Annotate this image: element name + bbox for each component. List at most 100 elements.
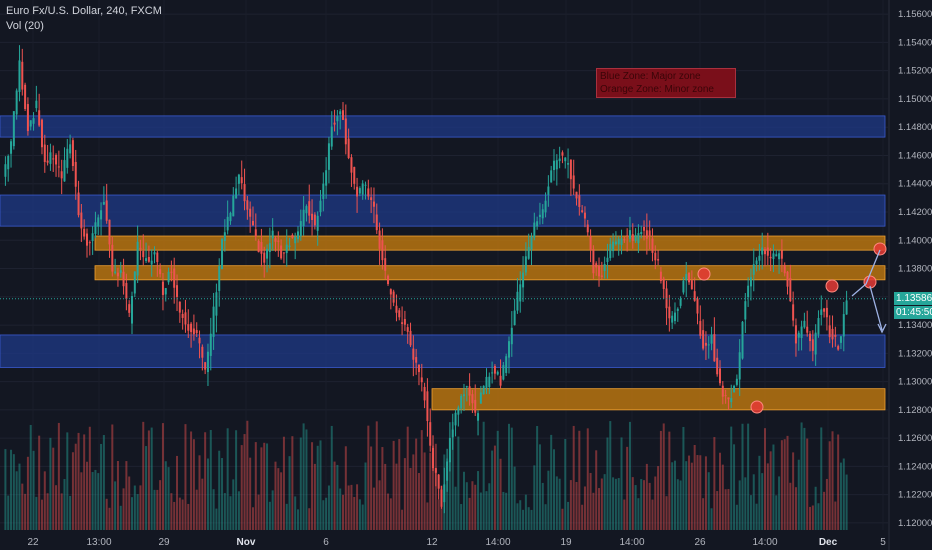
- volume-bar: [423, 452, 426, 530]
- volume-bar: [198, 455, 201, 530]
- volume-bar: [614, 478, 617, 530]
- volume-bar: [60, 493, 63, 530]
- volume-bar: [628, 421, 631, 530]
- candle-body: [482, 385, 485, 395]
- candle-body: [437, 474, 440, 489]
- candle-body: [617, 238, 620, 245]
- candle-body: [71, 140, 74, 166]
- volume-indicator-label[interactable]: Vol (20): [6, 20, 44, 32]
- volume-bar: [460, 504, 463, 530]
- candle-body: [547, 186, 550, 195]
- candle-body: [485, 376, 488, 388]
- volume-bar: [223, 493, 226, 530]
- volume-bar: [429, 452, 432, 530]
- volume-bar: [71, 452, 74, 530]
- candle-body: [575, 191, 578, 199]
- volume-bar: [457, 436, 460, 530]
- volume-bar: [249, 457, 252, 530]
- volume-bar: [133, 485, 136, 530]
- volume-bar: [482, 421, 485, 530]
- volume-bar: [406, 426, 409, 530]
- last-price-badge: 1.13586: [894, 292, 932, 305]
- volume-bar: [747, 423, 750, 530]
- volume-bar: [735, 504, 738, 530]
- candle-body: [285, 244, 288, 254]
- volume-bar: [325, 497, 328, 530]
- volume-bar: [49, 437, 52, 530]
- volume-bar: [575, 482, 578, 530]
- candle-body: [477, 413, 480, 421]
- volume-bar: [392, 440, 395, 530]
- candle-body: [268, 243, 271, 253]
- candle-body: [83, 228, 86, 237]
- volume-bar: [212, 489, 215, 530]
- volume-bar: [358, 499, 361, 530]
- volume-bar: [263, 442, 266, 530]
- volume-bar: [88, 426, 91, 530]
- volume-bar: [221, 458, 224, 530]
- candle-body: [46, 160, 49, 163]
- candle-body: [527, 246, 530, 259]
- candle-body: [378, 230, 381, 249]
- candle-body: [361, 183, 364, 195]
- candle-body: [668, 306, 671, 319]
- candle-body: [696, 298, 699, 314]
- volume-bar: [206, 458, 209, 530]
- candle-body: [66, 148, 69, 168]
- candle-body: [164, 288, 167, 295]
- candle-body: [375, 214, 378, 231]
- candle-body: [159, 269, 162, 275]
- candle-body: [389, 289, 392, 295]
- x-tick-label: 19: [560, 537, 572, 548]
- candle-body: [367, 188, 370, 197]
- volume-bar: [15, 471, 18, 530]
- volume-bar: [786, 435, 789, 530]
- volume-bar: [769, 451, 772, 530]
- candle-body: [311, 213, 314, 221]
- candle-body: [654, 252, 657, 261]
- volume-bar: [797, 459, 800, 530]
- volume-bar: [814, 486, 817, 530]
- x-tick-label: 6: [323, 537, 329, 548]
- candle-body: [136, 241, 139, 276]
- volume-bar: [718, 452, 721, 530]
- candle-body: [434, 468, 437, 473]
- candle-body: [15, 90, 18, 115]
- volume-bar: [35, 496, 38, 530]
- volume-bar: [842, 458, 845, 530]
- candle-body: [524, 256, 527, 273]
- candle-body: [218, 266, 221, 291]
- volume-bar: [688, 455, 691, 530]
- candle-body: [468, 386, 471, 396]
- candle-body: [35, 100, 38, 109]
- volume-bar: [342, 494, 345, 530]
- candle-body: [645, 230, 648, 239]
- candle-body: [612, 241, 615, 252]
- candle-body: [710, 334, 713, 344]
- volume-bar: [243, 434, 246, 530]
- volume-bar: [12, 454, 15, 530]
- candle-body: [271, 230, 274, 239]
- volume-bar: [66, 432, 69, 530]
- candle-body: [530, 236, 533, 250]
- candle-body: [358, 188, 361, 194]
- volume-bar: [446, 458, 449, 530]
- volume-bar: [173, 501, 176, 530]
- candle-body: [288, 245, 291, 248]
- candle-body: [446, 461, 449, 481]
- volume-bar: [7, 495, 10, 530]
- zone-legend-note[interactable]: Blue Zone: Major zone Orange Zone: Minor…: [596, 68, 736, 98]
- candle-body: [142, 251, 145, 258]
- volume-bar: [336, 464, 339, 530]
- candle-body: [423, 386, 426, 401]
- volume-bar: [713, 437, 716, 530]
- candle-body: [420, 377, 423, 383]
- candle-body: [640, 232, 643, 235]
- candle-body: [114, 271, 117, 273]
- candle-body: [88, 242, 91, 244]
- volume-bar: [555, 476, 558, 530]
- volume-bar: [465, 482, 468, 530]
- volume-bar: [583, 486, 586, 530]
- volume-bar: [268, 501, 271, 530]
